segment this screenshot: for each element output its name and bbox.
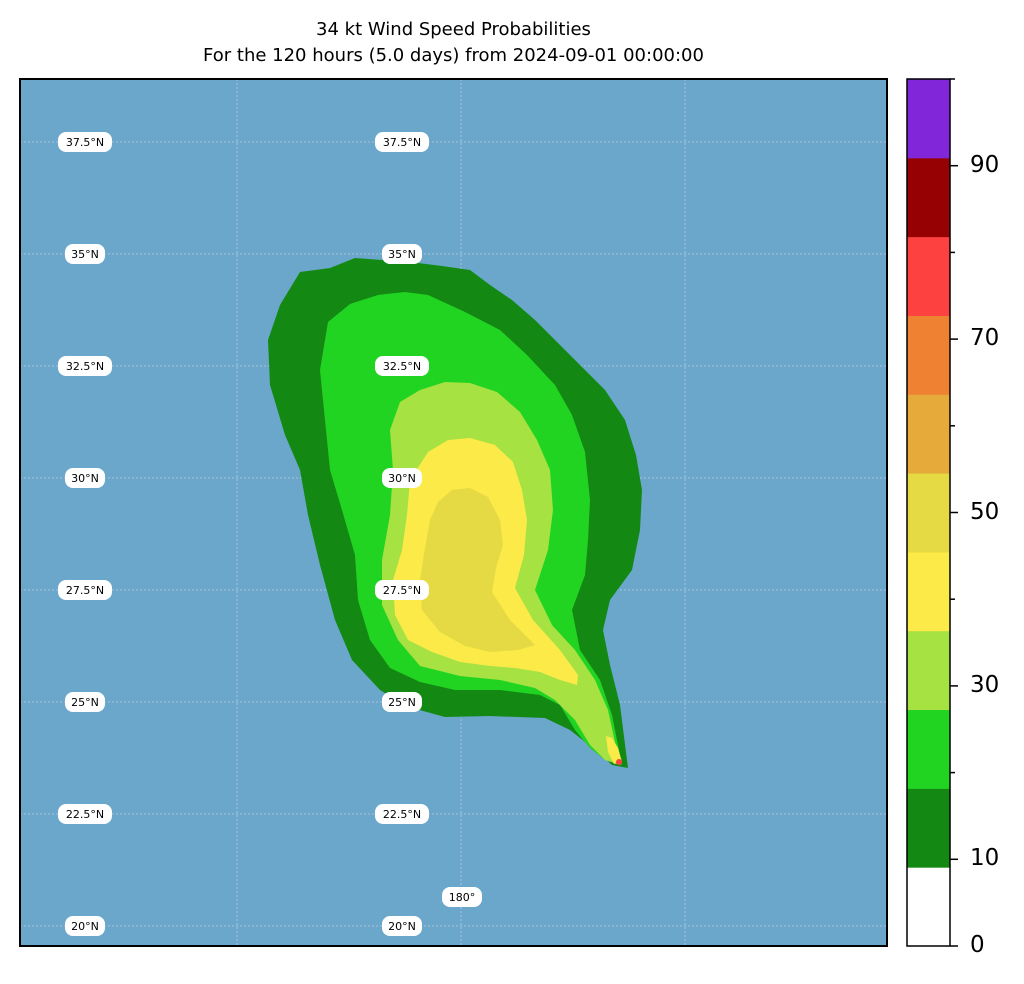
lat-label-center: 20°N (382, 916, 422, 936)
colorbar (906, 78, 958, 947)
colorbar-segment (907, 551, 950, 632)
svg-text:20°N: 20°N (71, 920, 99, 933)
lat-lon-labels: 37.5°N 35°N 32.5°N 30°N 27.5°N 25°N 22.5°N 20°N… (58, 132, 482, 936)
lat-label-center: 25°N (382, 692, 422, 712)
lat-label-left: 20°N (65, 916, 105, 936)
svg-text:30°N: 30°N (388, 472, 416, 485)
contour-40-50 (420, 488, 535, 652)
svg-text:22.5°N: 22.5°N (66, 808, 104, 821)
lat-label-center: 27.5°N (375, 580, 429, 600)
probability-contours (268, 258, 642, 768)
lat-label-left: 30°N (65, 468, 105, 488)
colorbar-segment (907, 79, 950, 159)
svg-text:35°N: 35°N (71, 248, 99, 261)
svg-text:27.5°N: 27.5°N (383, 584, 421, 597)
colorbar-tick-label: 30 (970, 671, 1000, 698)
lat-label-center: 22.5°N (375, 804, 429, 824)
svg-text:180°: 180° (449, 891, 476, 904)
chart-title: 34 kt Wind Speed Probabilities (316, 19, 591, 40)
svg-text:37.5°N: 37.5°N (383, 136, 421, 149)
lat-label-center: 35°N (382, 244, 422, 264)
lat-label-center: 37.5°N (375, 132, 429, 152)
colorbar-segment (907, 788, 950, 868)
contour-tail-30-40 (606, 736, 622, 764)
lat-label-left: 37.5°N (58, 132, 112, 152)
lat-label-center: 32.5°N (375, 356, 429, 376)
colorbar-segment (907, 394, 950, 474)
lon-label: 180° (442, 887, 482, 907)
colorbar-segment (907, 630, 950, 711)
svg-text:25°N: 25°N (71, 696, 99, 709)
svg-text:32.5°N: 32.5°N (66, 360, 104, 373)
colorbar-tick-label: 70 (970, 325, 1000, 352)
svg-text:30°N: 30°N (71, 472, 99, 485)
svg-text:37.5°N: 37.5°N (66, 136, 104, 149)
colorbar-segment (907, 473, 950, 553)
colorbar-tick-label: 0 (970, 932, 985, 958)
colorbar-tick-label: 90 (970, 151, 1000, 178)
lat-label-left: 27.5°N (58, 580, 112, 600)
colorbar-segment (907, 157, 950, 238)
lat-label-left: 22.5°N (58, 804, 112, 824)
colorbar-segment (907, 315, 950, 395)
colorbar-segment (907, 236, 950, 316)
map-frame (19, 78, 888, 947)
svg-text:22.5°N: 22.5°N (383, 808, 421, 821)
contour-peak (616, 759, 622, 765)
lat-label-left: 25°N (65, 692, 105, 712)
svg-text:20°N: 20°N (388, 920, 416, 933)
chart-subtitle: For the 120 hours (5.0 days) from 2024-0… (203, 45, 704, 66)
colorbar-segment (907, 709, 950, 789)
svg-text:35°N: 35°N (388, 248, 416, 261)
lat-label-left: 35°N (65, 244, 105, 264)
lat-label-left: 32.5°N (58, 356, 112, 376)
colorbar-tick-label: 10 (970, 845, 1000, 872)
colorbar-tick-label: 50 (970, 498, 1000, 525)
svg-text:25°N: 25°N (388, 696, 416, 709)
colorbar-segment (907, 867, 950, 947)
lat-label-center: 30°N (382, 468, 422, 488)
svg-text:32.5°N: 32.5°N (383, 360, 421, 373)
svg-text:27.5°N: 27.5°N (66, 584, 104, 597)
